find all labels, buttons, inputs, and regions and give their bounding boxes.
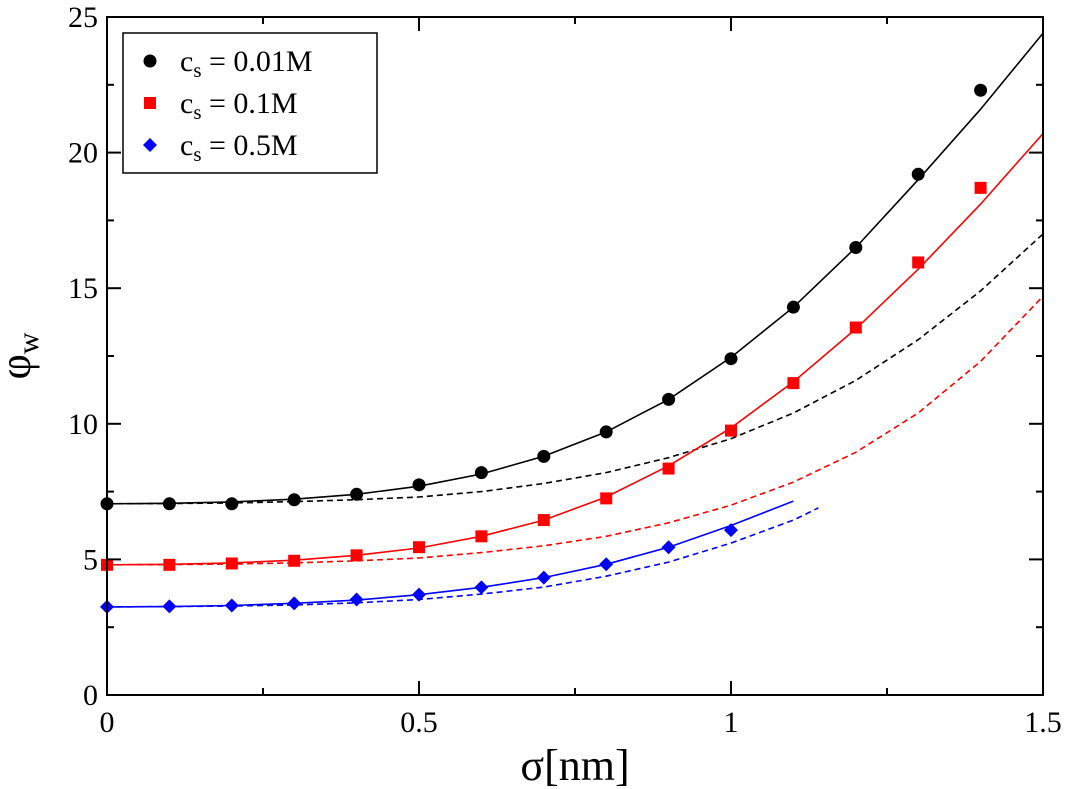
fit-dashed-line xyxy=(106,295,1044,566)
fit-solid-line xyxy=(106,32,1044,505)
data-point xyxy=(599,425,613,439)
legend-marker xyxy=(143,138,157,152)
x-tick-label: 1.5 xyxy=(1024,706,1062,739)
data-point xyxy=(287,493,301,507)
legend-entry: cs = 0.1M xyxy=(180,87,298,124)
data-point xyxy=(162,497,176,511)
x-tick-label: 1 xyxy=(724,706,739,739)
legend-marker xyxy=(144,97,156,109)
data-point xyxy=(412,587,426,602)
legend-entry: cs = 0.01M xyxy=(180,45,313,82)
data-point xyxy=(225,497,239,511)
y-axis-label: φw xyxy=(0,332,45,379)
data-markers xyxy=(100,83,988,614)
data-point xyxy=(163,558,176,571)
x-axis-label: σ[nm] xyxy=(520,741,629,789)
y-tick-label: 0 xyxy=(83,679,98,712)
data-point xyxy=(474,580,489,595)
data-point xyxy=(787,377,800,390)
data-point xyxy=(537,449,551,463)
x-tick-label: 0.5 xyxy=(400,706,438,739)
y-tick-label: 15 xyxy=(68,272,98,305)
data-point xyxy=(537,514,550,527)
data-point xyxy=(162,599,177,614)
data-point xyxy=(412,478,426,492)
data-point xyxy=(912,256,925,269)
data-point xyxy=(849,241,863,255)
data-point xyxy=(725,424,737,437)
data-point xyxy=(662,462,675,475)
data-point xyxy=(724,352,738,366)
data-point xyxy=(287,596,302,611)
x-tick-label: 0 xyxy=(100,706,115,739)
data-point xyxy=(413,541,425,554)
legend: cs = 0.01M cs = 0.1M cs = 0.5M xyxy=(122,32,378,174)
fit-solid-line xyxy=(106,500,794,608)
y-tick-label: 20 xyxy=(68,137,98,170)
data-point xyxy=(662,392,676,406)
data-point xyxy=(224,598,239,613)
data-point xyxy=(288,554,301,567)
data-point xyxy=(974,181,987,194)
y-tick-label: 5 xyxy=(83,543,98,576)
data-point xyxy=(225,557,238,570)
data-point xyxy=(536,570,551,585)
data-point xyxy=(475,530,488,543)
y-tick-label: 10 xyxy=(68,408,98,441)
axis-ticks xyxy=(106,16,1044,696)
legend-entry: cs = 0.5M xyxy=(180,129,298,166)
data-point xyxy=(786,300,800,314)
data-point xyxy=(974,83,988,97)
data-point xyxy=(474,466,488,480)
fit-solid-line xyxy=(106,133,1044,566)
data-point xyxy=(350,549,363,562)
fit-dashed-line xyxy=(106,233,1044,505)
y-tick-label: 25 xyxy=(68,1,98,34)
legend-box xyxy=(122,32,378,174)
data-point xyxy=(350,487,364,501)
data-point xyxy=(724,523,738,538)
data-point xyxy=(911,167,925,181)
tick-labels: 0 0.5 1 1.5 0 5 10 15 20 25 xyxy=(68,1,1062,739)
data-point xyxy=(599,557,614,572)
data-point xyxy=(849,321,862,334)
fit-dashed-line xyxy=(106,507,819,608)
legend-marker xyxy=(143,54,157,68)
data-point xyxy=(349,592,364,607)
data-point xyxy=(600,492,613,505)
data-point xyxy=(661,540,676,555)
